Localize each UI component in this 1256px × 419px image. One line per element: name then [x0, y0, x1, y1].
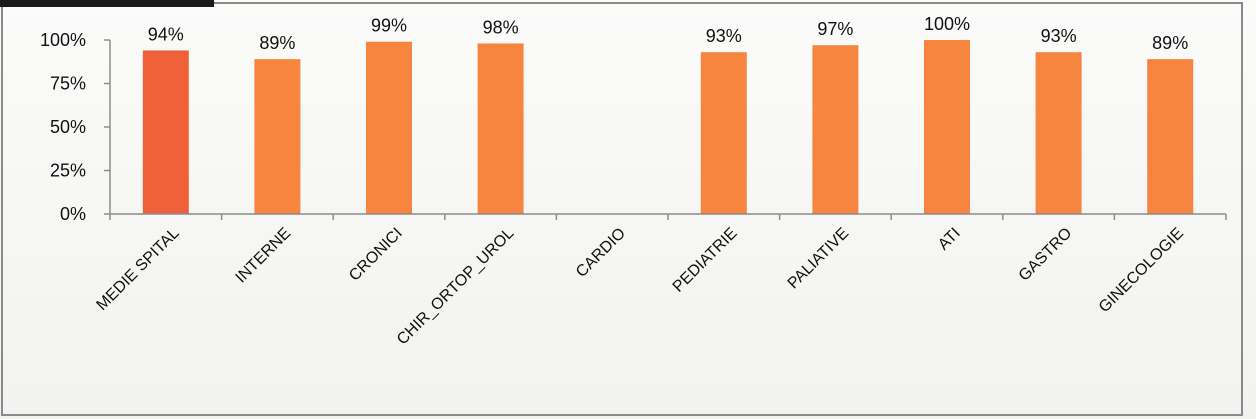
category-label: GASTRO — [1016, 225, 1076, 285]
category-labels-group: MEDIE SPITAL INTERNE CRONICICHIR_ORTOP_URO… — [93, 225, 1187, 349]
category-label: CRONICI — [346, 225, 406, 285]
data-label: 99% — [371, 16, 407, 36]
data-label: 93% — [706, 26, 742, 46]
category-label: PALIATIVE — [785, 225, 853, 293]
chart-top-tab — [0, 0, 214, 7]
chart-border — [1, 2, 1243, 416]
bar — [254, 59, 301, 214]
bar — [924, 40, 970, 214]
data-label: 89% — [1152, 33, 1188, 53]
category-label: ATI — [935, 225, 964, 254]
bar — [142, 50, 189, 214]
category-label: GINECOLOGIE — [1096, 225, 1187, 316]
bar — [1035, 52, 1082, 215]
data-label: 89% — [259, 33, 295, 53]
x-axis-ticks — [109, 214, 1227, 220]
data-label: 94% — [148, 24, 184, 44]
y-tick-label: 50% — [50, 117, 86, 137]
y-tick-label: 0% — [60, 204, 86, 224]
bar — [366, 41, 412, 214]
bar — [477, 43, 524, 215]
data-labels-group: 94% 89% 99% 98% 93% 97% 100% 93% 89% — [148, 14, 1188, 53]
data-label: 100% — [924, 14, 970, 34]
bar — [700, 52, 747, 215]
category-label: MEDIE SPITAL — [93, 225, 182, 314]
category-label: CARDIO — [573, 225, 629, 281]
y-tick-label: 100% — [40, 30, 86, 50]
category-label: PEDIATRIE — [670, 225, 741, 296]
data-label: 93% — [1041, 26, 1077, 46]
bar — [812, 45, 859, 214]
category-label: CHIR_ORTOP_UROL — [394, 225, 518, 349]
bars-group — [142, 40, 1194, 215]
y-tick-label: 25% — [50, 161, 86, 181]
y-tick-label: 75% — [50, 74, 86, 94]
data-label: 98% — [483, 17, 519, 37]
category-label: INTERNE — [233, 225, 295, 287]
data-label: 97% — [817, 19, 853, 39]
bar — [1147, 59, 1194, 214]
y-axis-ticks: 0% 25% 50% 75% 100% — [40, 30, 110, 224]
